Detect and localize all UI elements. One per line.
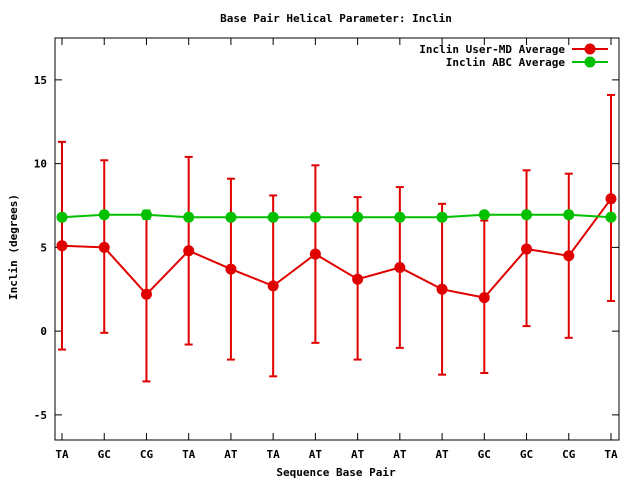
legend-swatch-marker xyxy=(584,56,596,68)
series-user-md xyxy=(56,93,617,383)
x-tick-label: AT xyxy=(309,448,323,461)
x-tick-label: AT xyxy=(224,448,238,461)
plot-frame xyxy=(54,37,620,441)
data-point xyxy=(436,283,448,295)
y-tick-label: 15 xyxy=(34,74,47,87)
x-tick-label: AT xyxy=(351,448,365,461)
data-point xyxy=(225,211,237,223)
x-axis-label: Sequence Base Pair xyxy=(276,466,396,479)
data-point xyxy=(309,211,321,223)
chart-title: Base Pair Helical Parameter: Inclin xyxy=(220,12,452,25)
legend-swatch-marker xyxy=(584,43,596,55)
y-tick-label: 10 xyxy=(34,158,47,171)
data-point xyxy=(521,243,533,255)
data-point xyxy=(478,292,490,304)
series-line xyxy=(61,213,612,219)
x-tick-label: AT xyxy=(435,448,449,461)
data-point xyxy=(605,211,617,223)
data-point xyxy=(352,273,364,285)
x-tick-label: GC xyxy=(520,448,533,461)
data-point xyxy=(56,211,68,223)
data-point xyxy=(436,211,448,223)
data-point xyxy=(267,280,279,292)
data-point xyxy=(225,263,237,275)
data-point xyxy=(478,209,490,221)
data-point xyxy=(140,209,152,221)
data-point xyxy=(267,211,279,223)
data-point xyxy=(309,248,321,260)
data-point xyxy=(98,241,110,253)
x-tick-label: TA xyxy=(604,448,618,461)
y-tick-label: 5 xyxy=(40,241,47,254)
data-point xyxy=(183,211,195,223)
x-tick-label: CG xyxy=(140,448,154,461)
data-point xyxy=(140,288,152,300)
legend-label: Inclin ABC Average xyxy=(446,56,566,69)
series-line xyxy=(61,198,612,299)
x-tick-label: CG xyxy=(562,448,576,461)
plot-area: -5 0 5 10 15 TA GC CG TA AT TA AT AT AT AT GC GC CG TA xyxy=(34,37,620,461)
x-tick-label: TA xyxy=(267,448,281,461)
data-point xyxy=(56,240,68,252)
data-point xyxy=(394,211,406,223)
data-point xyxy=(394,261,406,273)
data-point xyxy=(183,245,195,257)
data-point xyxy=(563,250,575,262)
data-point xyxy=(521,209,533,221)
x-tick-label: TA xyxy=(182,448,196,461)
data-point xyxy=(352,211,364,223)
legend-label: Inclin User-MD Average xyxy=(419,43,565,56)
data-point xyxy=(98,209,110,221)
y-axis-label: Inclin (degrees) xyxy=(7,194,20,300)
data-point xyxy=(605,193,617,205)
x-tick-label: GC xyxy=(98,448,111,461)
data-point xyxy=(563,209,575,221)
series-abc xyxy=(56,209,617,223)
x-tick-label: TA xyxy=(55,448,69,461)
y-tick-label: 0 xyxy=(40,325,47,338)
y-tick-label: -5 xyxy=(34,409,47,422)
x-tick-label: AT xyxy=(393,448,407,461)
x-tick-label: GC xyxy=(478,448,491,461)
